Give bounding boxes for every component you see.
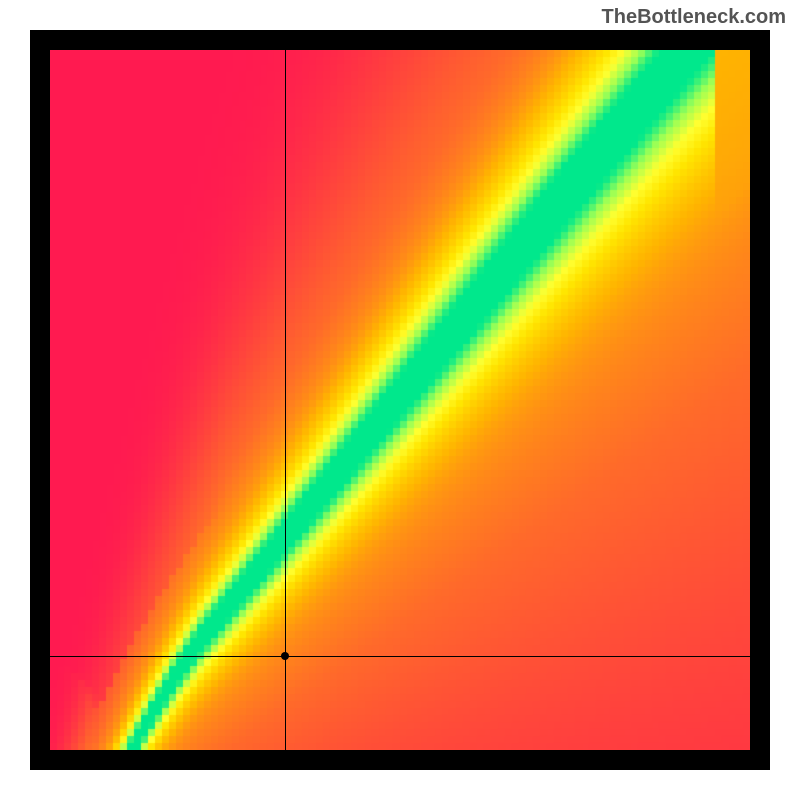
heatmap-canvas xyxy=(50,50,750,750)
watermark-text: TheBottleneck.com xyxy=(602,6,786,29)
crosshair-marker xyxy=(281,652,289,660)
crosshair-vertical xyxy=(285,50,286,750)
crosshair-horizontal xyxy=(50,656,750,657)
heatmap-frame xyxy=(30,30,770,770)
